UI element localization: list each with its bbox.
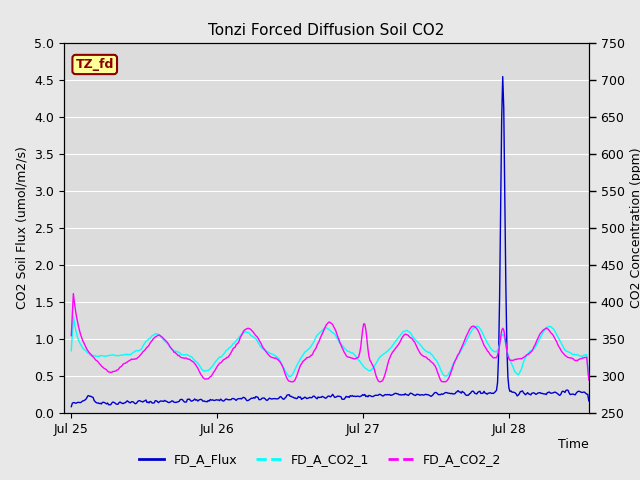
X-axis label: Time: Time — [558, 438, 589, 451]
Legend: FD_A_Flux, FD_A_CO2_1, FD_A_CO2_2: FD_A_Flux, FD_A_CO2_1, FD_A_CO2_2 — [134, 448, 506, 471]
Y-axis label: CO2 Soil Flux (umol/m2/s): CO2 Soil Flux (umol/m2/s) — [16, 146, 29, 310]
Title: Tonzi Forced Diffusion Soil CO2: Tonzi Forced Diffusion Soil CO2 — [208, 23, 445, 38]
Text: TZ_fd: TZ_fd — [76, 58, 114, 71]
Y-axis label: CO2 Concentration (ppm): CO2 Concentration (ppm) — [630, 148, 640, 308]
